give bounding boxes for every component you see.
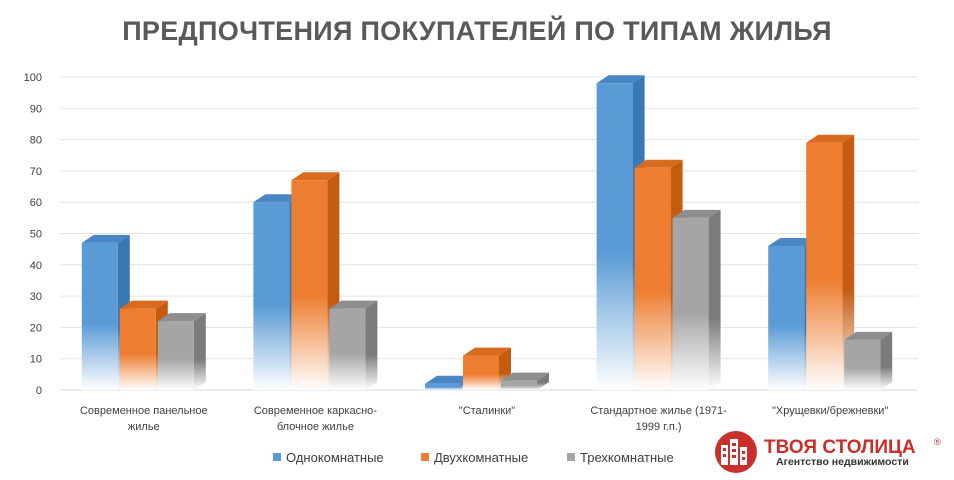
y-tick-label: 50 bbox=[30, 229, 42, 241]
bar bbox=[672, 209, 721, 390]
y-tick-label: 60 bbox=[30, 197, 42, 209]
bar bbox=[291, 172, 340, 390]
legend-item: Двухкомнатные bbox=[421, 450, 528, 465]
bar bbox=[806, 134, 855, 390]
x-axis: Современное панельное жилье Современное ка… bbox=[80, 405, 888, 433]
bar bbox=[157, 313, 206, 390]
bar bbox=[844, 331, 893, 390]
y-tick-label: 40 bbox=[30, 260, 42, 272]
x-category-label: Стандартное жилье (1971-1999 г.п.) bbox=[590, 405, 727, 433]
logo: ТВОЯ СТОЛИЦА ® Агентство недвижимости bbox=[715, 431, 941, 473]
y-tick-label: 10 bbox=[30, 354, 42, 366]
y-tick-label: 20 bbox=[30, 322, 42, 334]
logo-name: ТВОЯ СТОЛИЦА bbox=[764, 437, 916, 458]
legend-swatch bbox=[567, 453, 575, 461]
y-tick-label: 30 bbox=[30, 291, 42, 303]
y-tick-label: 0 bbox=[36, 385, 42, 397]
y-axis: 0 10 20 30 40 50 60 70 80 90 100 bbox=[24, 72, 42, 397]
logo-registered-mark: ® bbox=[934, 437, 941, 447]
legend-item: Трехкомнатные bbox=[567, 450, 674, 465]
x-category-label: "Хрущевки/брежневки" bbox=[772, 405, 888, 417]
legend-swatch bbox=[273, 453, 281, 461]
legend-swatch bbox=[421, 453, 429, 461]
legend-label: Двухкомнатные bbox=[434, 450, 528, 465]
legend-label: Однокомнатные bbox=[286, 450, 384, 465]
logo-tagline: Агентство недвижимости bbox=[776, 456, 909, 468]
y-tick-label: 90 bbox=[30, 103, 42, 115]
legend-label: Трехкомнатные bbox=[580, 450, 674, 465]
bar bbox=[119, 300, 168, 390]
bar bbox=[596, 75, 645, 390]
chart-title: ПРЕДПОЧТЕНИЯ ПОКУПАТЕЛЕЙ ПО ТИПАМ ЖИЛЬЯ bbox=[122, 15, 832, 46]
y-tick-label: 80 bbox=[30, 135, 42, 147]
x-category-label: "Сталинки" bbox=[459, 405, 515, 417]
bars bbox=[81, 75, 893, 390]
x-category-label: Современное каркасно-блочное жилье bbox=[254, 405, 377, 433]
y-tick-label: 70 bbox=[30, 166, 42, 178]
y-tick-label: 100 bbox=[24, 72, 42, 84]
legend: Однокомнатные Двухкомнатные Трехкомнатные bbox=[273, 450, 674, 465]
bar bbox=[501, 372, 549, 390]
x-category-label: Современное панельное жилье bbox=[80, 405, 208, 433]
bar bbox=[329, 300, 378, 390]
legend-item: Однокомнатные bbox=[273, 450, 384, 465]
building-icon bbox=[715, 431, 757, 473]
